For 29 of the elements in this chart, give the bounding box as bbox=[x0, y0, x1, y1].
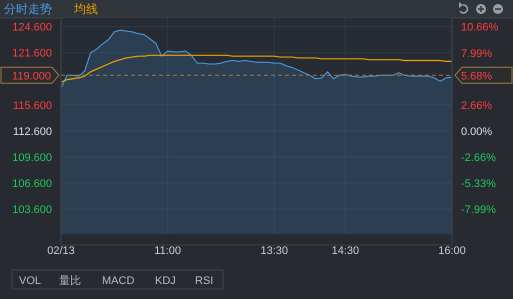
y-tick-label: 106.600 bbox=[12, 178, 52, 190]
x-tick-label: 02/13 bbox=[47, 245, 75, 257]
text: 分时走势 bbox=[4, 2, 52, 16]
y2-tick-label: 0.00% bbox=[461, 126, 492, 138]
text: VOL bbox=[19, 275, 42, 287]
x-tick-label: 14:30 bbox=[332, 245, 360, 257]
line-series bbox=[60, 54, 453, 83]
y-tick-label: 115.600 bbox=[13, 100, 52, 112]
text: 5.68% bbox=[461, 70, 492, 82]
text: 量比 bbox=[59, 274, 81, 287]
y2-tick-label: 2.66% bbox=[461, 100, 492, 112]
text: MACD bbox=[102, 275, 134, 287]
y-tick-label: 109.600 bbox=[12, 152, 52, 164]
y2-tick-label: 7.99% bbox=[461, 48, 492, 60]
x-tick-label: 13:30 bbox=[260, 245, 288, 257]
y-tick-label: 112.600 bbox=[13, 126, 52, 138]
x-tick-label: 11:00 bbox=[154, 245, 181, 257]
y-tick-label: 103.600 bbox=[12, 204, 52, 216]
x-tick-label: 16:00 bbox=[438, 245, 466, 257]
y2-tick-label: -2.66% bbox=[461, 152, 496, 164]
y-tick-label: 124.600 bbox=[12, 22, 52, 34]
text: 均线 bbox=[73, 2, 98, 16]
text: KDJ bbox=[155, 275, 176, 287]
y2-tick-label: -5.33% bbox=[461, 178, 496, 190]
y2-tick-label: 10.66% bbox=[461, 22, 499, 34]
y2-tick-label: -7.99% bbox=[461, 204, 496, 216]
y-tick-label: 121.600 bbox=[12, 48, 52, 60]
text: RSI bbox=[195, 275, 214, 287]
ref-line-label: 119.000 bbox=[12, 70, 51, 82]
